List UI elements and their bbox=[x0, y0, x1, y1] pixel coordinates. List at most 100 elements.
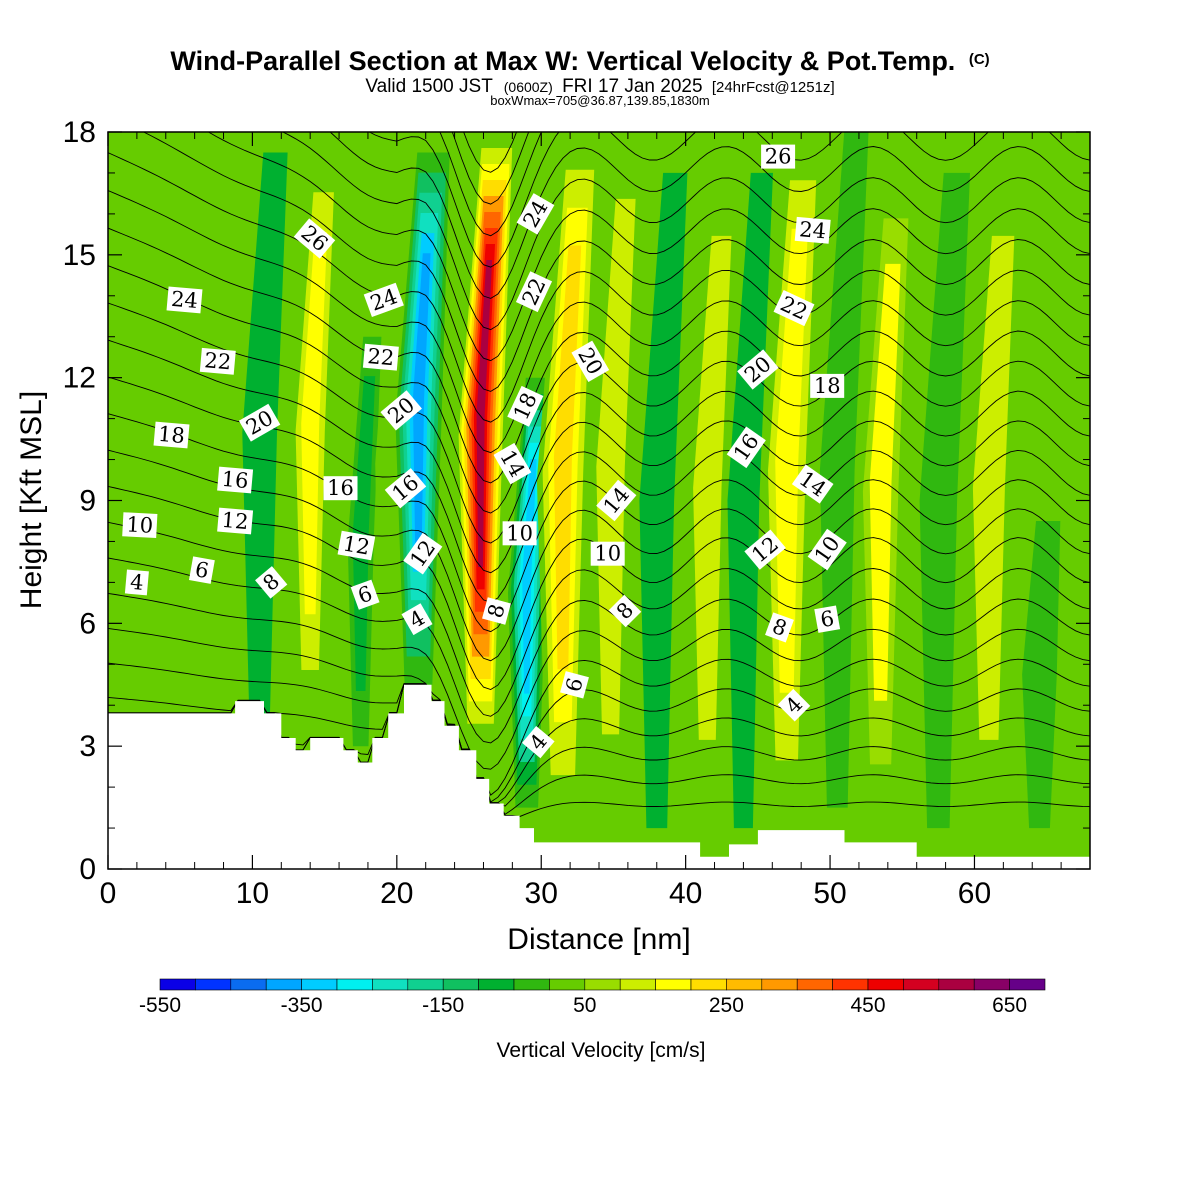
contour-label-text: 18 bbox=[157, 422, 186, 448]
contour-label-box bbox=[596, 479, 637, 522]
theta-contour-6 bbox=[108, 627, 1090, 796]
contour-label-text: 10 bbox=[506, 521, 533, 545]
potential-temperature-contours bbox=[108, 132, 1090, 818]
colorbar-swatch bbox=[513, 978, 550, 991]
contour-label-4: 16 bbox=[217, 466, 254, 494]
contour-label-1: 6 bbox=[188, 556, 215, 584]
contour-label-7: 24 bbox=[166, 286, 203, 314]
contour-label-33: 24 bbox=[794, 216, 831, 244]
colorbar-tick-label: -150 bbox=[422, 994, 464, 1017]
theta-contour-21 bbox=[207, 132, 1090, 362]
theta-contour-4 bbox=[108, 683, 1090, 804]
contour-label-text: 18 bbox=[814, 374, 841, 398]
contour-label-15: 22 bbox=[362, 343, 399, 371]
subtitle-forecast: [24hrFcst@1251z] bbox=[712, 79, 835, 96]
contour-label-box bbox=[401, 603, 433, 636]
contour-label-box bbox=[777, 688, 811, 722]
colorbar-tick-label: -350 bbox=[281, 994, 323, 1017]
colorbar-swatch bbox=[549, 978, 586, 991]
contour-label-box bbox=[794, 216, 831, 244]
plot-area: 4 610 121618222420826161262422201612424221… bbox=[108, 132, 1090, 869]
contour-label-6: 22 bbox=[199, 347, 236, 375]
contour-label-text: 22 bbox=[203, 348, 232, 374]
contour-label-11: 16 bbox=[323, 476, 358, 501]
contour-label-box bbox=[217, 466, 254, 494]
y-axis-label: Height [Kft MSL] bbox=[15, 391, 48, 609]
x-tick-label: 60 bbox=[958, 877, 991, 910]
theta-contour-12 bbox=[108, 413, 1090, 633]
theta-contour-22 bbox=[281, 132, 1090, 331]
contour-label-box bbox=[238, 403, 281, 442]
contour-label-42: 6 bbox=[814, 605, 841, 633]
contour-label-box bbox=[153, 421, 190, 449]
contour-label-box bbox=[791, 464, 834, 504]
contour-label-box bbox=[810, 373, 845, 398]
contour-label-box bbox=[380, 390, 422, 431]
y-tick-label: 6 bbox=[79, 607, 96, 640]
theta-contour-23 bbox=[329, 132, 1090, 299]
contour-label-5: 18 bbox=[153, 421, 190, 449]
contour-label-box bbox=[293, 218, 336, 259]
contour-label-25: 8 bbox=[482, 597, 511, 625]
colorbar-swatch bbox=[903, 978, 940, 991]
w-cell-12-3 bbox=[775, 228, 808, 693]
contour-label-0: 4 bbox=[124, 569, 149, 596]
w-cell-13-1 bbox=[819, 132, 869, 808]
x-tick-label: 10 bbox=[236, 877, 269, 910]
contour-label-32: 26 bbox=[761, 144, 796, 169]
colorbar-swatch bbox=[690, 978, 727, 991]
contour-label-box bbox=[323, 476, 358, 501]
chart-subtitle: Valid 1500 JST (0600Z) FRI 17 Jan 2025 [… bbox=[365, 76, 834, 97]
y-tick-label: 3 bbox=[79, 730, 96, 763]
contour-label-text: 10 bbox=[594, 542, 621, 566]
colorbar-swatch bbox=[655, 978, 692, 991]
contour-label-box bbox=[362, 343, 399, 371]
theta-contour-7 bbox=[108, 592, 1090, 770]
chart-title: Wind-Parallel Section at Max W: Vertical… bbox=[170, 46, 989, 76]
contour-label-2: 10 bbox=[122, 512, 158, 538]
contour-label-box bbox=[726, 426, 766, 469]
contour-label-box bbox=[255, 566, 288, 599]
colorbar-swatch bbox=[442, 978, 479, 991]
colorbar-swatch bbox=[726, 978, 763, 991]
theta-contour-20 bbox=[142, 132, 1090, 392]
contour-label-box bbox=[403, 532, 443, 575]
x-tick-label: 50 bbox=[813, 877, 846, 910]
contour-label-box bbox=[737, 349, 779, 390]
w-cell-5-9 bbox=[476, 260, 493, 567]
colorbar-swatch bbox=[938, 978, 975, 991]
contour-label-box bbox=[122, 512, 158, 538]
subtitle-date: FRI 17 Jan 2025 bbox=[562, 76, 702, 97]
contour-label-41: 8 bbox=[765, 612, 794, 643]
y-tick-label: 15 bbox=[63, 239, 96, 272]
colorbar-swatch bbox=[159, 978, 196, 991]
contour-label-text: 12 bbox=[341, 531, 371, 559]
contour-label-28: 10 bbox=[590, 541, 625, 566]
colorbar-tick-label: 450 bbox=[850, 994, 885, 1017]
theta-contour-5 bbox=[108, 662, 1090, 803]
contour-label-box bbox=[502, 521, 537, 546]
contour-label-text: 24 bbox=[170, 287, 199, 313]
contour-label-box bbox=[199, 347, 236, 375]
contour-label-text: 4 bbox=[129, 570, 144, 595]
theta-contour-9 bbox=[108, 521, 1090, 717]
w-cell-2-2 bbox=[352, 376, 376, 691]
contour-label-box bbox=[516, 193, 555, 235]
contour-label-text: 8 bbox=[483, 601, 510, 620]
contour-label-box bbox=[384, 468, 427, 509]
y-tick-label: 9 bbox=[79, 485, 96, 518]
contour-label-box bbox=[363, 282, 404, 317]
colorbar-tick-label: -550 bbox=[139, 994, 181, 1017]
theta-contour-24 bbox=[368, 132, 1090, 268]
contour-label-text: 24 bbox=[798, 217, 827, 243]
theta-contour-19 bbox=[108, 152, 1090, 423]
contour-label-box bbox=[522, 725, 555, 759]
contour-label-box bbox=[571, 340, 610, 383]
contour-label-box bbox=[608, 594, 642, 628]
y-tick-label: 18 bbox=[63, 116, 96, 149]
colorbar-swatch bbox=[832, 978, 869, 991]
contour-label-box bbox=[217, 507, 254, 535]
contour-label-box bbox=[814, 605, 841, 633]
colorbar-swatch bbox=[407, 978, 444, 991]
